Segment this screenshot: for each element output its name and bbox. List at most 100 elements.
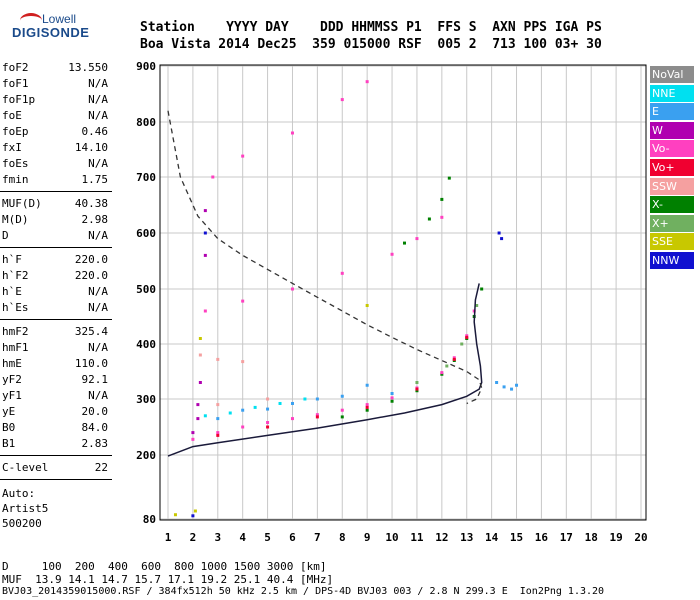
x-tick-label: 9 — [364, 531, 371, 544]
x-tick-label: 16 — [535, 531, 549, 544]
param-value: 13.550 — [68, 61, 108, 74]
param-row: MUF(D) 40.38 — [2, 197, 110, 213]
echo-point — [241, 154, 245, 158]
footer-muf: MUF 13.9 14.1 14.7 15.7 17.1 19.2 25.1 4… — [2, 573, 334, 586]
x-tick-label: 11 — [410, 531, 424, 544]
echo-point — [193, 509, 197, 513]
param-value: 2.83 — [81, 437, 109, 450]
echo-point — [315, 415, 319, 419]
echo-point — [447, 176, 451, 180]
echo-point — [196, 417, 200, 421]
param-row: hmF2 325.4 — [2, 325, 110, 341]
param-row: foF1 N/A — [2, 77, 110, 93]
echo-point — [266, 407, 270, 411]
echo-point — [340, 98, 344, 102]
echo-point — [290, 131, 294, 135]
param-value: 84.0 — [81, 421, 109, 434]
param-row: hmE 110.0 — [2, 357, 110, 373]
param-value: N/A — [88, 389, 108, 402]
echo-point — [340, 408, 344, 412]
param-separator — [0, 479, 112, 480]
echo-point — [340, 415, 344, 419]
param-value: 220.0 — [74, 269, 108, 282]
param-name: MUF(D) — [2, 197, 42, 210]
echo-point — [303, 397, 307, 401]
legend-item: SSW — [650, 177, 694, 195]
x-tick-label: 13 — [460, 531, 473, 544]
header-row2: Boa Vista 2014 Dec25 359 015000 RSF 005 … — [140, 37, 602, 52]
echo-points — [173, 80, 519, 518]
logo-line2: DIGISONDE — [12, 25, 90, 40]
param-name: yE — [2, 405, 16, 418]
param-value: 110.0 — [74, 357, 108, 370]
echo-point — [415, 387, 419, 391]
echo-point — [241, 425, 245, 429]
echo-point — [340, 271, 344, 275]
param-value: 40.38 — [74, 197, 108, 210]
param-separator — [0, 191, 112, 192]
echo-point — [198, 337, 202, 340]
echo-point — [266, 397, 270, 401]
param-row: yF1 N/A — [2, 389, 110, 405]
legend-item: X- — [650, 196, 694, 214]
param-name: fmin — [2, 173, 29, 186]
legend-item: E — [650, 103, 694, 121]
echo-point — [440, 197, 444, 201]
x-tick-label: 6 — [289, 531, 296, 544]
param-row: foEp 0.46 — [2, 125, 110, 141]
echo-point — [452, 357, 456, 361]
echo-point — [216, 431, 220, 435]
param-value: 14.10 — [74, 141, 108, 154]
auto-scaling-text: 500200 — [2, 517, 42, 530]
param-separator — [0, 247, 112, 248]
echo-point — [452, 356, 456, 360]
auto-scaling-text: Auto: — [2, 487, 36, 500]
echo-point — [191, 431, 195, 435]
param-row: h`E N/A — [2, 285, 110, 301]
param-row: yE 20.0 — [2, 405, 110, 421]
y-tick-label: 200 — [136, 449, 156, 462]
y-tick-label: 700 — [136, 171, 156, 184]
echo-point — [266, 425, 270, 429]
param-name: M(D) — [2, 213, 29, 226]
legend-item: NoVal — [650, 66, 694, 83]
echo-point — [278, 401, 282, 405]
echo-point — [290, 287, 294, 291]
x-tick-label: 4 — [239, 531, 246, 544]
echo-point — [228, 411, 232, 415]
param-row: C-level 22 — [2, 461, 110, 477]
param-value: N/A — [88, 93, 108, 106]
echo-point — [203, 209, 207, 213]
x-tick-label: 17 — [560, 531, 573, 544]
echo-point — [241, 360, 245, 364]
footer-file-info: BVJ03_2014359015000.RSF / 384fx512h 50 k… — [2, 586, 605, 597]
echo-point — [173, 513, 177, 517]
y-tick-label: 500 — [136, 283, 156, 296]
x-tick-label: 8 — [339, 531, 346, 544]
param-name: hmE — [2, 357, 22, 370]
y-tick-label: 600 — [136, 227, 156, 240]
echo-point — [198, 381, 202, 384]
param-value: N/A — [88, 77, 108, 90]
echo-point — [216, 357, 220, 361]
echo-point — [415, 389, 419, 393]
footer-distance: D 100 200 400 600 800 1000 1500 3000 [km… — [2, 560, 327, 573]
echo-point — [365, 405, 369, 409]
echo-point — [480, 287, 484, 291]
echo-point — [203, 253, 207, 257]
echo-point — [241, 299, 245, 303]
echo-point — [365, 383, 369, 387]
x-tick-label: 3 — [214, 531, 221, 544]
x-tick-label: 18 — [585, 531, 598, 544]
echo-point — [216, 403, 220, 407]
param-row: B0 84.0 — [2, 421, 110, 437]
echo-point — [365, 403, 369, 407]
echo-point — [500, 237, 504, 241]
echo-point — [253, 405, 257, 409]
param-row: foF2 13.550 — [2, 61, 110, 77]
param-row: foF1p N/A — [2, 93, 110, 109]
echo-point — [502, 385, 506, 389]
y-tick-label: 80 — [143, 513, 156, 526]
echo-point — [365, 408, 369, 412]
